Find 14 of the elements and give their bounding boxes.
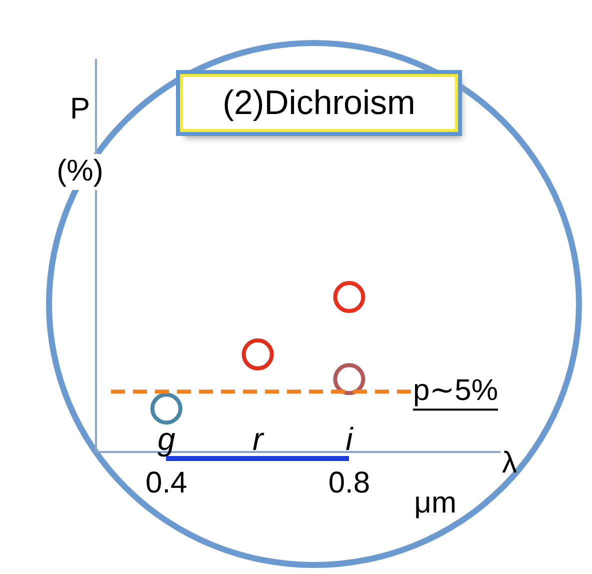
point (333, 363, 366, 396)
y-axis-title: P (%) (56, 92, 104, 188)
point (333, 281, 366, 314)
annotation: r (252, 421, 264, 457)
x-axis-title: λ (502, 446, 517, 480)
text: μm (414, 486, 456, 520)
point (242, 338, 274, 370)
ref-line-label: p∼5% (412, 374, 498, 407)
x-tick-label: 0.8 (328, 466, 370, 500)
point (150, 392, 182, 425)
annotation: g (157, 421, 176, 457)
annotation: i (346, 421, 354, 457)
chart-title: (2)Dichroism (180, 74, 458, 132)
x-tick-label: 0.4 (146, 466, 188, 500)
